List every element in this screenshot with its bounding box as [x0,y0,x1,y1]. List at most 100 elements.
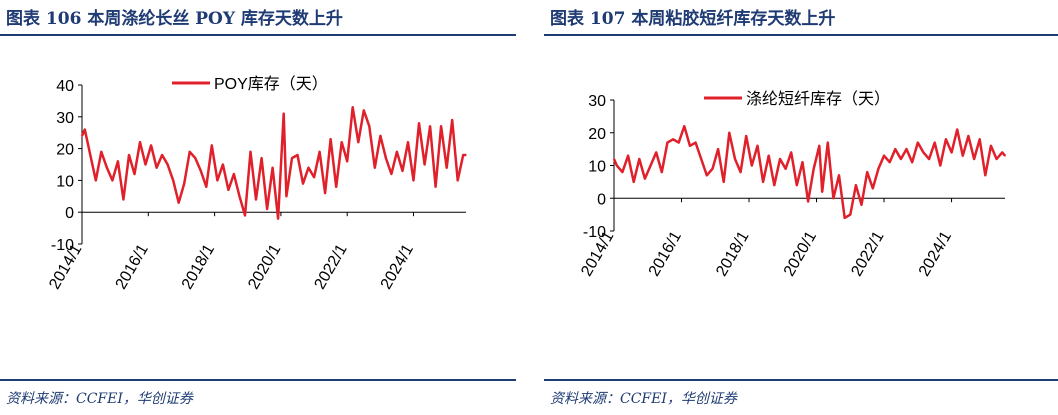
y-tick-label: -10 [51,237,74,254]
source-rule [0,379,516,381]
chart-legend: 涤纶短纤库存（天） [704,90,890,108]
data-point [796,184,798,186]
data-point [1004,154,1006,157]
data-point [779,158,781,160]
data-point [843,217,846,219]
source-note: 资料来源：CCFEI，华创证券 [550,391,737,407]
data-point [717,148,719,150]
y-tick-label: 10 [588,159,606,176]
data-point [827,141,829,144]
x-tick-label: 2022/1 [311,241,350,292]
data-point [396,151,398,153]
title-rule [544,34,1058,36]
x-axis: 2014/1 2016/1 2018/1 2020/1 2022/1 2024/1 [578,197,1005,279]
data-point [401,170,404,172]
data-point [216,179,219,182]
data-point [677,141,680,144]
data-point [313,176,315,178]
data-point [166,163,169,166]
data-point [655,151,657,154]
series-line [80,106,466,220]
data-point [117,160,119,163]
data-point [307,166,310,169]
data-point [244,214,246,217]
data-point [911,161,913,163]
data-point [821,190,823,193]
x-tick-label: 2024/1 [378,241,417,292]
data-point [335,186,338,188]
data-point [128,154,130,156]
data-point [905,148,908,150]
data-point [661,171,663,173]
data-point [266,208,268,210]
data-point [649,164,652,167]
data-point [418,122,420,124]
data-point [956,128,958,131]
x-tick-label: 2020/1 [781,228,820,279]
data-point [807,200,809,203]
x-tick-label: 2020/1 [245,241,284,292]
legend-label: 涤纶短纤库存（天） [746,90,890,108]
data-point [917,141,919,144]
data-point [456,179,459,182]
data-point [379,135,382,137]
data-point [150,144,152,147]
y-axis: 30 20 10 0 -10 [583,93,615,241]
source-rule [544,379,1058,381]
figure-title: 图表 107 本周粘胶短纤库存天数上升 [550,9,836,29]
data-point [227,189,230,191]
data-point [818,145,821,147]
data-point [739,171,742,173]
data-point [188,151,191,153]
data-point [277,217,279,220]
data-point [139,141,141,143]
data-point [632,181,635,183]
data-point [374,166,376,169]
data-point [790,151,792,154]
data-point [451,119,454,121]
data-point [672,138,674,141]
data-point [945,138,947,141]
y-tick-label: 0 [65,205,74,222]
data-point [838,174,840,177]
data-point [1001,151,1003,154]
data-point [260,157,263,159]
data-point [849,213,852,216]
data-point [939,164,942,167]
x-tick-label: 2024/1 [916,228,955,279]
data-point [238,195,241,198]
data-point [95,179,97,182]
data-point [933,141,936,144]
source-note: 资料来源：CCFEI，华创证券 [6,391,193,407]
data-point [100,151,103,153]
data-point [222,163,224,166]
data-point [756,145,759,147]
data-point [385,157,387,159]
data-point [429,125,431,128]
data-point [81,135,83,137]
data-point [465,154,467,156]
y-tick-label: 20 [56,142,74,159]
data-point [390,173,393,175]
data-point [296,154,299,156]
data-point [89,154,92,156]
y-tick-label: 20 [588,126,606,143]
data-point [122,198,125,201]
x-tick-label: 2018/1 [179,241,218,292]
data-point [363,109,365,112]
x-tick-label: 2022/1 [848,228,887,279]
data-point [745,135,747,137]
data-point [644,177,646,180]
title-rule [0,34,516,36]
data-point [922,151,925,154]
figure-title: 图表 106 本周涤纶长丝 POY 库存天数上升 [6,9,343,29]
data-point [751,164,753,167]
data-point [285,195,288,198]
data-point [950,151,953,154]
data-point [967,135,970,137]
data-point [860,204,863,206]
data-point [888,161,891,163]
data-point [329,138,332,140]
